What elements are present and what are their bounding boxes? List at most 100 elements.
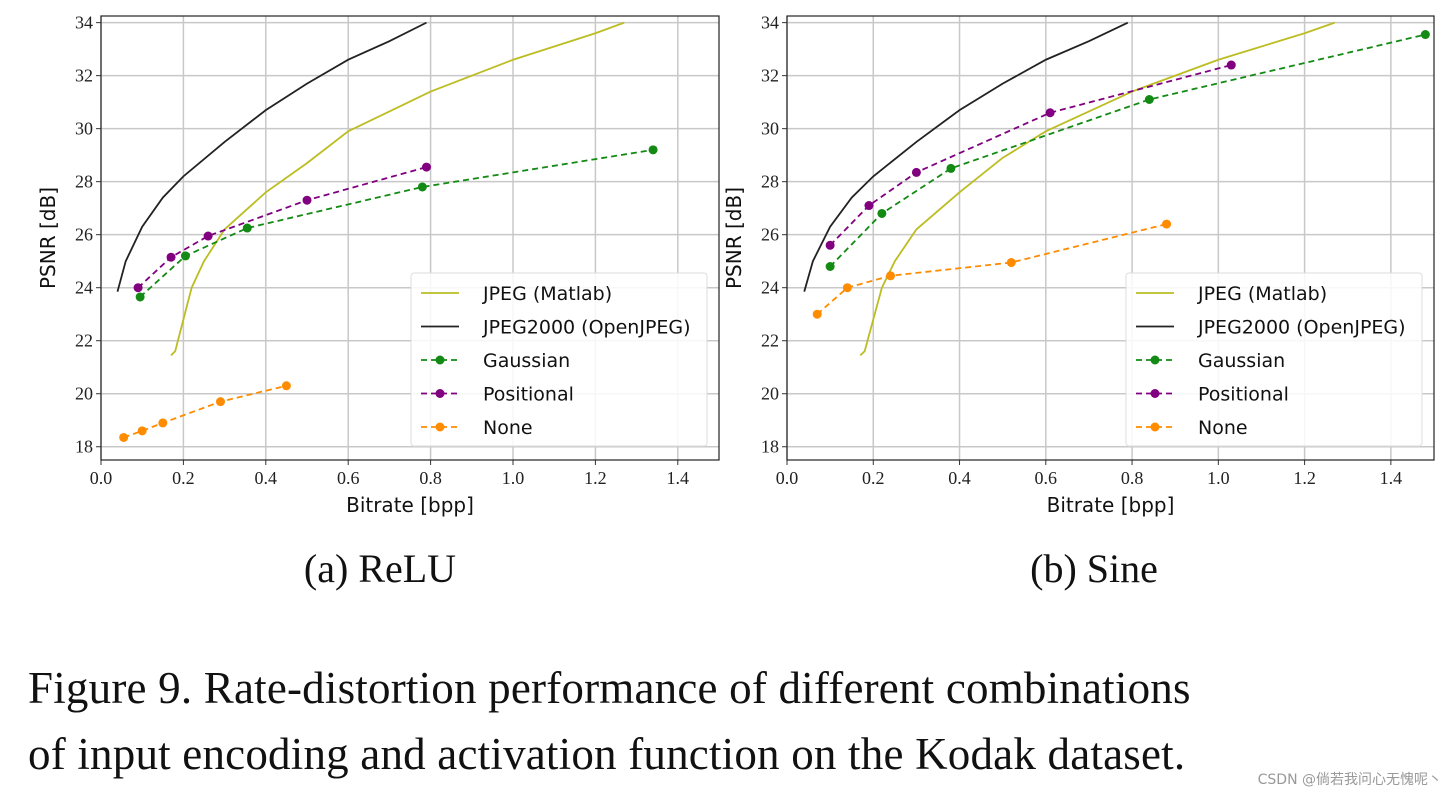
legend-marker	[1150, 389, 1160, 398]
x-tick-label: 0.6	[337, 468, 360, 488]
data-point	[911, 167, 921, 177]
data-point	[1045, 108, 1055, 118]
data-point	[203, 231, 213, 241]
x-tick-label: 0.8	[419, 468, 442, 488]
subplot-1: 0.0 0.2 0.4 0.6 0.8 1.0 1.2 1.4 18 20 22 24 26 28 30 32…	[722, 13, 1435, 517]
x-tick-label: 1.0	[1207, 468, 1230, 488]
y-tick-label: 18	[761, 437, 779, 457]
y-tick-label: 20	[761, 384, 779, 404]
y-axis-label: PSNR [dB]	[36, 187, 60, 289]
data-point	[302, 195, 312, 205]
series-line-jpeg2000-openjpeg-	[116, 21, 427, 292]
x-tick-label: 1.2	[1293, 468, 1316, 488]
plot-frame	[786, 15, 1435, 461]
y-tick-label: 18	[75, 437, 93, 457]
y-tick-label: 20	[75, 384, 93, 404]
subplot-0: 0.0 0.2 0.4 0.6 0.8 1.0 1.2 1.4 18 20 22 24 26 28 30 32…	[36, 13, 720, 517]
data-point	[1162, 219, 1172, 229]
x-tick-label: 0.4	[948, 468, 971, 488]
data-point	[180, 251, 190, 261]
x-tick-label: 1.4	[667, 468, 690, 488]
plot-frame	[100, 15, 720, 461]
y-axis-label: PSNR [dB]	[722, 187, 746, 289]
figure-caption-line-2: of input encoding and activation functio…	[28, 729, 1186, 779]
data-point	[842, 283, 852, 293]
data-point	[166, 252, 176, 262]
y-tick-label: 34	[761, 13, 779, 33]
x-tick-label: 0.6	[1035, 468, 1058, 488]
data-point	[135, 292, 145, 302]
data-point	[812, 309, 822, 319]
x-tick-label: 0.0	[776, 468, 799, 488]
data-point	[137, 426, 147, 436]
data-point	[215, 397, 225, 407]
data-point	[1006, 258, 1016, 268]
legend-label: None	[483, 417, 533, 439]
legend-label: Gaussian	[1198, 350, 1285, 372]
series-line-positional	[829, 64, 1232, 246]
series-line-none	[816, 223, 1167, 315]
legend-label: JPEG2000 (OpenJPEG)	[1197, 317, 1406, 339]
series-line-jpeg-matlab-	[170, 21, 625, 356]
series-line-gaussian	[829, 33, 1426, 268]
y-tick-label: 24	[75, 278, 93, 298]
data-point	[417, 182, 427, 192]
x-tick-label: 1.0	[502, 468, 525, 488]
series-line-jpeg-matlab-	[859, 21, 1336, 356]
x-tick-label: 0.8	[1121, 468, 1144, 488]
legend-marker	[435, 355, 445, 365]
data-point	[421, 162, 431, 172]
y-tick-label: 30	[75, 119, 93, 139]
x-tick-label: 0.4	[255, 468, 278, 488]
data-point	[1226, 60, 1236, 70]
legend: JPEG (Matlab) JPEG2000 (OpenJPEG) Gaussian…	[1125, 272, 1423, 447]
legend-marker	[1150, 422, 1160, 432]
data-point	[946, 163, 956, 173]
data-point	[1144, 94, 1154, 104]
series-line-gaussian	[139, 148, 654, 298]
y-tick-label: 22	[75, 331, 93, 351]
y-tick-label: 22	[761, 331, 779, 351]
legend-label: JPEG2000 (OpenJPEG)	[482, 317, 691, 339]
legend-label: JPEG (Matlab)	[1197, 283, 1327, 305]
legend-label: Positional	[1198, 384, 1289, 406]
x-tick-label: 0.2	[172, 468, 195, 488]
y-tick-label: 28	[75, 172, 93, 192]
data-point	[877, 208, 887, 218]
legend-label: None	[1198, 417, 1248, 439]
data-point	[825, 261, 835, 271]
y-tick-label: 32	[761, 66, 779, 86]
x-tick-label: 1.4	[1380, 468, 1403, 488]
legend-box	[1125, 272, 1423, 447]
watermark: CSDN @倘若我问心无愧呢丶	[1257, 772, 1442, 788]
data-point	[825, 240, 835, 250]
y-tick-label: 30	[761, 119, 779, 139]
legend-label: Gaussian	[483, 350, 570, 372]
series-line-positional	[137, 166, 427, 289]
data-point	[158, 418, 168, 428]
legend-box	[410, 272, 708, 447]
x-axis-label: Bitrate [bpp]	[1047, 493, 1175, 517]
legend-label: JPEG (Matlab)	[482, 283, 612, 305]
x-tick-label: 0.0	[90, 468, 113, 488]
data-point	[648, 145, 658, 155]
subplot-b-caption: (b) Sine	[1030, 546, 1158, 591]
data-point	[1420, 30, 1430, 40]
y-tick-label: 34	[75, 13, 93, 33]
y-tick-label: 32	[75, 66, 93, 86]
data-point	[886, 271, 896, 281]
legend-marker	[435, 389, 445, 398]
x-tick-label: 1.2	[584, 468, 607, 488]
figure-caption-line-1: Figure 9. Rate-distortion performance of…	[28, 663, 1191, 713]
y-tick-label: 26	[75, 225, 93, 245]
legend: JPEG (Matlab) JPEG2000 (OpenJPEG) Gaussian…	[410, 272, 708, 447]
data-point	[281, 381, 291, 391]
legend-marker	[435, 422, 445, 432]
y-tick-label: 24	[761, 278, 779, 298]
legend-label: Positional	[483, 384, 574, 406]
data-point	[133, 283, 143, 293]
data-point	[119, 432, 129, 442]
data-point	[864, 201, 874, 211]
figure-plots: 0.0 0.2 0.4 0.6 0.8 1.0 1.2 1.4 18 20 22 24 26 28 30 32…	[36, 13, 1435, 517]
y-tick-label: 26	[761, 225, 779, 245]
